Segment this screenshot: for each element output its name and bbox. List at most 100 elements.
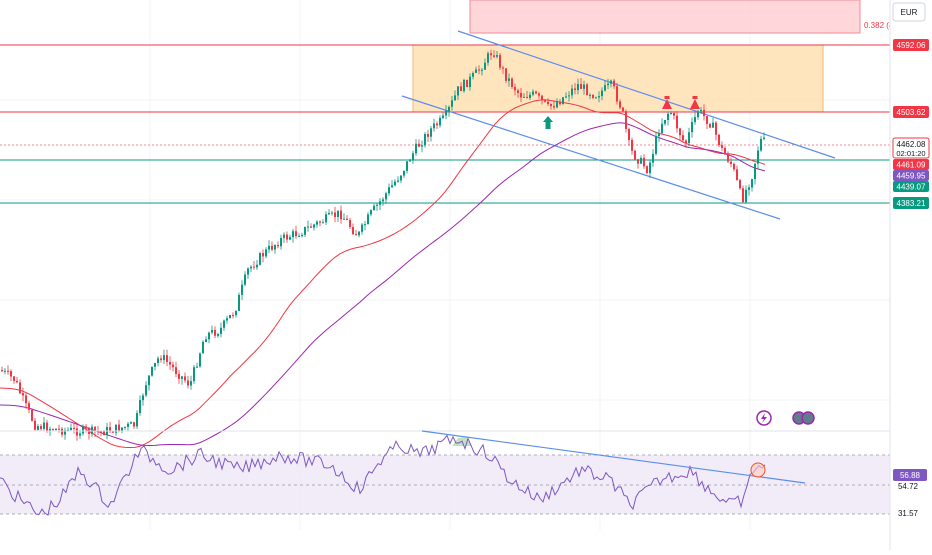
candle (418, 143, 420, 147)
candle (664, 120, 666, 124)
currency-badge[interactable]: EUR (892, 2, 926, 22)
indicator-icons[interactable] (756, 410, 815, 426)
candle (49, 429, 51, 432)
candle (34, 420, 36, 430)
candle (646, 166, 648, 173)
candle (361, 224, 363, 232)
candle (196, 366, 198, 368)
candle (652, 153, 654, 163)
svg-text:4459.95: 4459.95 (897, 172, 926, 181)
rsi-line (0, 434, 766, 516)
candle (226, 318, 228, 321)
candle (424, 134, 426, 146)
candle (523, 96, 525, 98)
candle (154, 363, 156, 367)
candle (550, 103, 552, 107)
candle (574, 88, 576, 90)
candle (415, 143, 417, 154)
candle (160, 358, 162, 361)
candle (274, 245, 276, 250)
candle (556, 102, 558, 108)
candle (283, 234, 285, 238)
price-label-4503: 4503.62 (893, 106, 929, 118)
candle (484, 62, 486, 70)
candle (349, 220, 351, 227)
candle (316, 221, 318, 225)
candle (463, 79, 465, 92)
candle (709, 124, 711, 128)
candle (742, 188, 744, 203)
candle (433, 123, 435, 129)
candle (706, 116, 708, 124)
candle (115, 424, 117, 433)
arrow-down-icon (662, 96, 672, 109)
level-lines (0, 44, 890, 204)
candle (532, 91, 534, 95)
candle (109, 427, 111, 432)
candle (613, 80, 615, 87)
candle (676, 115, 678, 129)
candle (280, 238, 282, 247)
candle (367, 214, 369, 225)
candle (352, 227, 354, 235)
candle (517, 90, 519, 93)
candle (601, 90, 603, 97)
ma-slow-label: 4459.95 (893, 170, 929, 181)
candle (328, 213, 330, 215)
candle (40, 426, 42, 429)
candle (496, 55, 498, 57)
candle (382, 199, 384, 202)
candle (406, 161, 408, 171)
candle (643, 157, 645, 167)
candle (199, 353, 201, 367)
candle (10, 371, 12, 377)
candle (220, 327, 222, 334)
candle (460, 86, 462, 91)
candle (28, 403, 30, 410)
channel-lower (401, 95, 781, 220)
candle (469, 76, 471, 88)
trend-channel (401, 30, 836, 220)
candle (730, 161, 732, 164)
candle (169, 362, 171, 365)
candle (736, 169, 738, 180)
candle (136, 413, 138, 427)
candle (346, 218, 348, 220)
price-axis[interactable] (890, 0, 932, 550)
candle (625, 111, 627, 129)
candle (139, 400, 141, 414)
candle (286, 234, 288, 240)
candle (7, 370, 9, 372)
candle (631, 140, 633, 151)
candle (598, 96, 600, 98)
candle (661, 123, 663, 134)
svg-text:4503.62: 4503.62 (897, 108, 926, 117)
candle (607, 83, 609, 86)
candle (250, 266, 252, 269)
candle (244, 274, 246, 285)
candle (700, 109, 702, 112)
candle (526, 96, 528, 98)
candle (718, 134, 720, 146)
candle (739, 180, 741, 189)
candle (571, 88, 573, 96)
candle (214, 330, 216, 336)
candle (31, 409, 33, 421)
candle (568, 95, 570, 97)
candle (634, 150, 636, 160)
candle (61, 428, 63, 435)
candle (547, 101, 549, 104)
candle (292, 231, 294, 238)
candle (583, 84, 585, 89)
svg-text:4461.09: 4461.09 (897, 161, 926, 170)
candle (58, 428, 60, 430)
candle (202, 341, 204, 354)
candle (118, 424, 120, 432)
candle (403, 170, 405, 176)
candle (454, 95, 456, 101)
candle (544, 100, 546, 102)
supply-zone (412, 44, 824, 113)
rsi-value-label: 56.88 (893, 469, 927, 481)
